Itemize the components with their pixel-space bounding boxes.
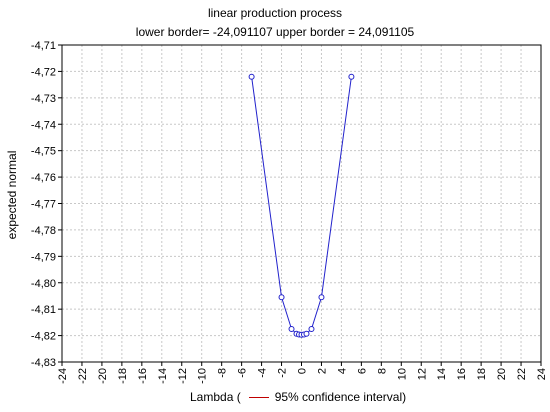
chart-title: linear production process bbox=[207, 6, 343, 20]
x-tick-label: 20 bbox=[496, 368, 508, 380]
y-tick-label: -4,76 bbox=[31, 172, 56, 184]
chart-subtitle: lower border= -24,091107 upper border = … bbox=[135, 25, 415, 39]
y-tick-label: -4,80 bbox=[31, 278, 56, 290]
y-tick-label: -4,75 bbox=[31, 146, 56, 158]
x-tick-label: -20 bbox=[97, 368, 109, 384]
data-point bbox=[288, 325, 295, 332]
x-tick-label: 24 bbox=[536, 368, 548, 380]
x-tick-label: 6 bbox=[356, 368, 368, 374]
x-tick-label: -2 bbox=[277, 368, 289, 378]
y-tick-label: -4,73 bbox=[31, 93, 56, 105]
x-tick-label: 8 bbox=[376, 368, 388, 374]
y-tick-label: -4,78 bbox=[31, 225, 56, 237]
x-tick-label: -10 bbox=[197, 368, 209, 384]
y-tick-label: -4,72 bbox=[31, 66, 56, 78]
data-point bbox=[308, 325, 315, 332]
legend-label: 95% confidence interval) bbox=[274, 390, 407, 404]
x-tick-label: -12 bbox=[177, 368, 189, 384]
x-tick-label: -18 bbox=[117, 368, 129, 384]
y-tick-label: -4,82 bbox=[31, 331, 56, 343]
y-tick-label: -4,77 bbox=[31, 199, 56, 211]
y-tick-label: -4,79 bbox=[31, 251, 56, 263]
x-tick-label: -8 bbox=[217, 368, 229, 378]
x-tick-label: -16 bbox=[137, 368, 149, 384]
x-tick-label: 10 bbox=[396, 368, 408, 380]
x-axis-label: Lambda ( 95% confidence interval) bbox=[190, 390, 406, 404]
x-tick-label: 14 bbox=[436, 368, 448, 380]
legend-swatch bbox=[248, 397, 269, 399]
data-point bbox=[248, 73, 255, 80]
x-tick-label: -6 bbox=[237, 368, 249, 378]
y-tick-label: -4,83 bbox=[31, 357, 56, 369]
x-tick-label: -4 bbox=[257, 368, 269, 378]
data-point bbox=[303, 330, 310, 337]
x-tick-label: 4 bbox=[336, 368, 348, 374]
y-tick-label: -4,71 bbox=[31, 40, 56, 52]
x-tick-label: -14 bbox=[157, 368, 169, 384]
data-point bbox=[348, 73, 355, 80]
y-tick-label: -4,74 bbox=[31, 119, 56, 131]
x-tick-label: 18 bbox=[476, 368, 488, 380]
x-tick-label: -22 bbox=[77, 368, 89, 384]
data-point bbox=[318, 294, 325, 301]
x-tick-label: 22 bbox=[516, 368, 528, 380]
x-tick-label: 0 bbox=[297, 368, 309, 374]
data-point bbox=[278, 294, 285, 301]
x-tick-label: 2 bbox=[316, 368, 328, 374]
y-tick-label: -4,81 bbox=[31, 304, 56, 316]
x-tick-label: -24 bbox=[57, 368, 69, 384]
x-tick-label: 16 bbox=[456, 368, 468, 380]
x-axis-label-text: Lambda ( bbox=[190, 390, 241, 404]
x-tick-label: 12 bbox=[416, 368, 428, 380]
